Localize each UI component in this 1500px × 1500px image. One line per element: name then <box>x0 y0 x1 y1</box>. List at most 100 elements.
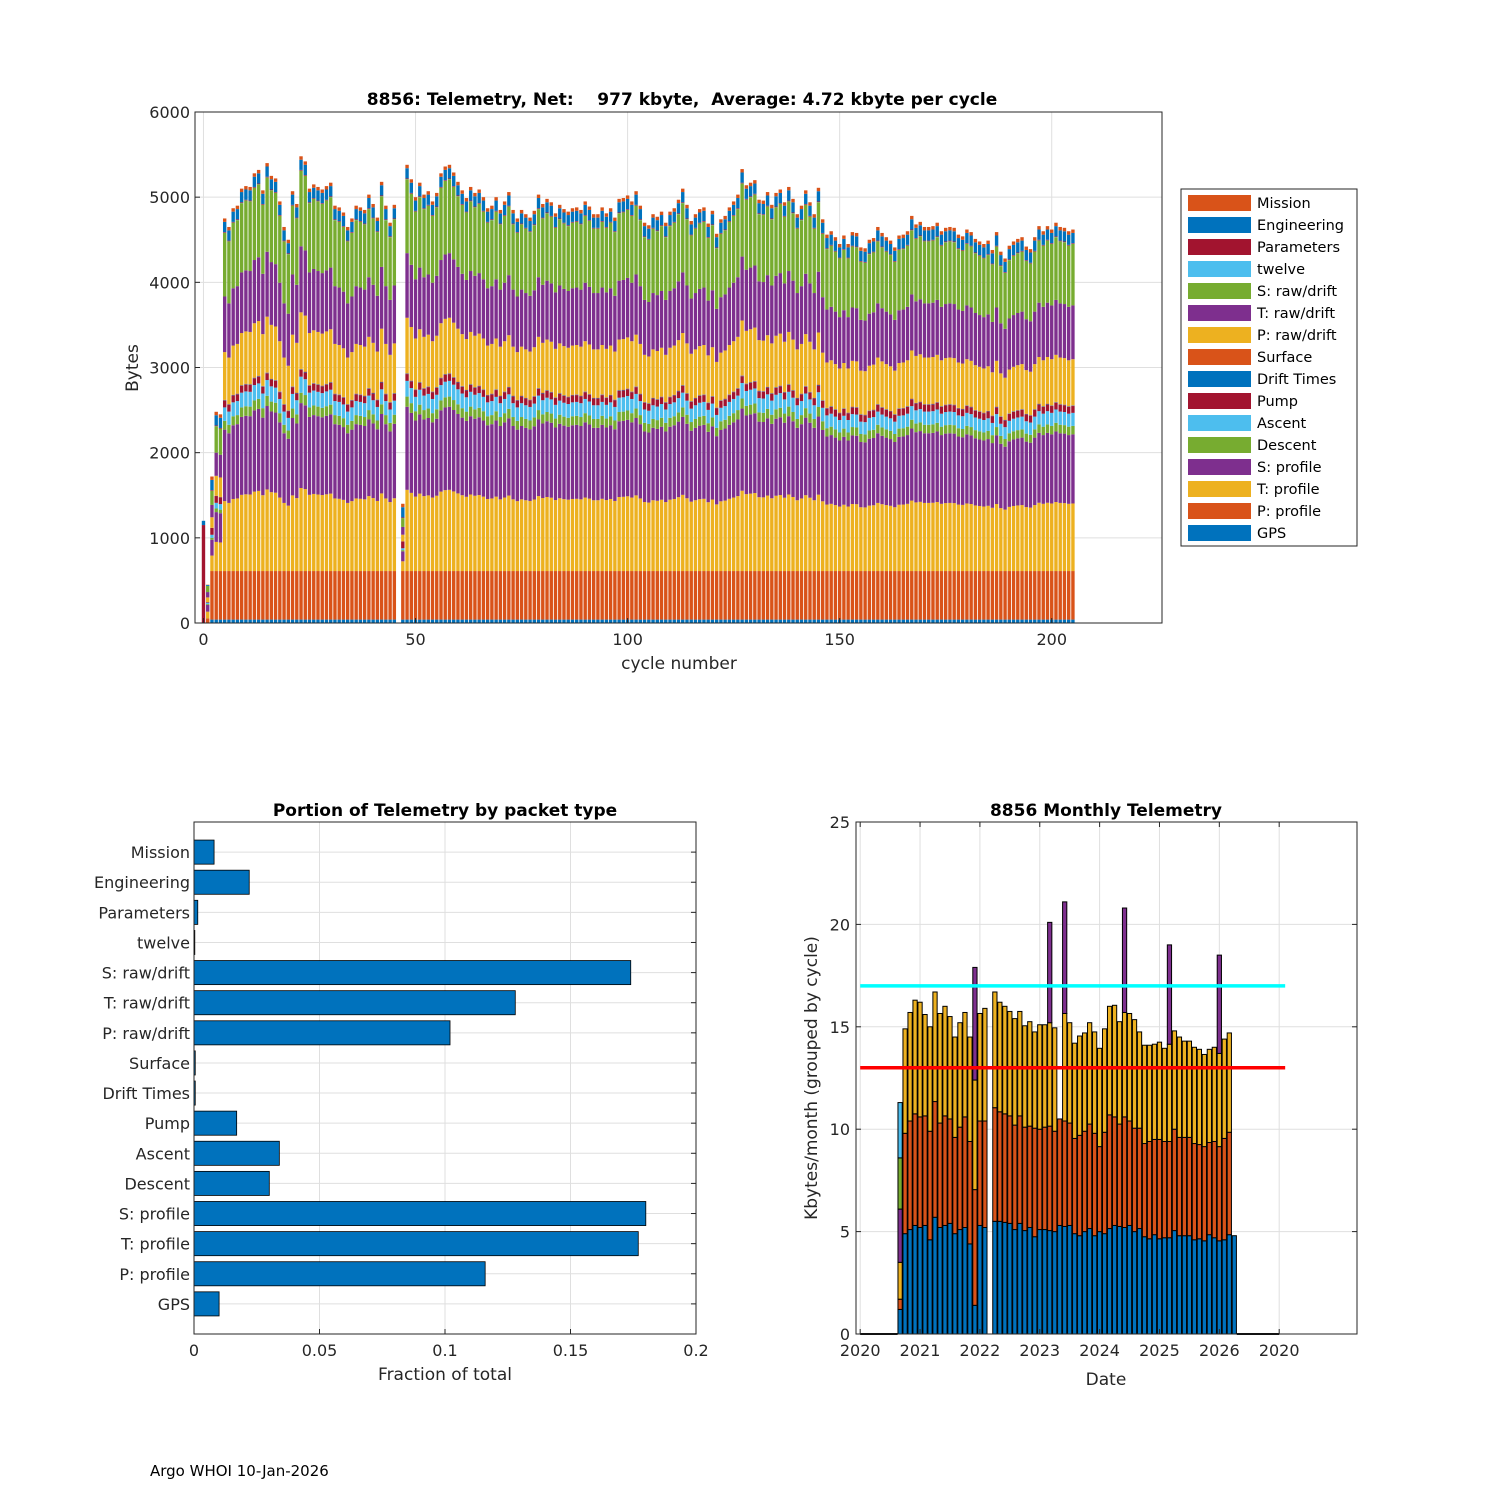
bar-segment-mission <box>1054 222 1058 227</box>
bar-segment-parameters <box>655 230 659 232</box>
br-bar-segment <box>1096 1047 1103 1148</box>
bar-segment-t-profile <box>430 497 435 572</box>
bar-segment-t-raw-drift <box>367 277 371 337</box>
bar-segment-p-profile <box>634 571 638 620</box>
bar-segment-p-raw-drift <box>910 350 914 399</box>
bar-segment-t-raw-drift <box>808 283 812 342</box>
bar-segment-descent <box>1003 439 1007 447</box>
bar-segment-ascent <box>345 411 350 425</box>
bar-segment-t-raw-drift <box>897 310 901 364</box>
bar-segment-parameters <box>375 231 380 232</box>
bar-segment-s-raw-drift <box>723 230 727 295</box>
bar-segment-s-raw-drift <box>770 219 774 286</box>
br-bar-segment <box>932 1101 938 1218</box>
bar-segment-p-raw-drift <box>1071 359 1075 406</box>
bar-segment-descent <box>761 412 766 422</box>
bar-segment-ascent <box>591 405 596 419</box>
bar-segment-descent <box>808 413 812 423</box>
bar-segment-s-raw-drift <box>982 258 986 318</box>
bar-segment-pump <box>948 404 952 412</box>
bar-segment-mission <box>558 204 562 209</box>
bar-segment-mission <box>702 207 706 211</box>
br-bar-segment <box>1201 1240 1207 1335</box>
br-bar-segment <box>1141 1143 1148 1238</box>
bar-segment-ascent <box>549 399 553 414</box>
bar-segment-engineering <box>452 175 456 187</box>
legend-label: GPS <box>1257 526 1286 542</box>
bar-segment-p-raw-drift <box>888 366 893 411</box>
bar-segment-p-profile <box>621 571 626 620</box>
bar-segment-mission <box>553 213 558 217</box>
bar-segment-t-raw-drift <box>876 303 880 358</box>
bar-segment-t-raw-drift <box>816 271 821 333</box>
bar-segment-engineering <box>519 213 524 224</box>
bar-segment-mission <box>371 203 375 208</box>
legend-swatch <box>1188 261 1251 277</box>
bar-segment-s-profile <box>893 441 897 508</box>
bl-bar-gps <box>193 1291 220 1317</box>
br-bar-segment <box>897 1298 903 1310</box>
bar-segment-s-profile <box>638 424 643 499</box>
br-bar-segment <box>1216 954 1222 1054</box>
bar-segment-gps <box>977 619 982 623</box>
bar-segment-mission <box>524 214 528 218</box>
bar-segment-p-profile <box>350 571 354 620</box>
bar-segment-t-raw-drift <box>986 314 990 367</box>
bar-segment-parameters <box>973 252 978 254</box>
bar-segment-pump <box>812 398 816 406</box>
bar-segment-mission <box>473 192 477 197</box>
legend-item: S: raw/drift <box>1188 283 1337 300</box>
legend-label: T: profile <box>1256 482 1320 498</box>
bar-segment-pump <box>994 407 999 415</box>
bar-segment-p-raw-drift <box>689 353 693 402</box>
bar-segment-p-raw-drift <box>596 349 600 398</box>
bar-segment-gps <box>435 619 439 623</box>
bar-segment-pump <box>384 394 388 402</box>
bar-segment-mission <box>362 209 367 214</box>
bar-segment-mission <box>625 195 630 199</box>
bar-segment-t-profile <box>541 498 545 572</box>
br-bar-segment <box>1111 1224 1118 1335</box>
bar-segment-descent <box>935 422 939 432</box>
bar-segment-mission <box>1003 258 1007 262</box>
bar-segment-p-raw-drift <box>1066 360 1071 407</box>
bar-segment-parameters <box>1033 250 1037 252</box>
bar-segment-parameters <box>706 237 710 238</box>
bl-x-tick-label: 0.1 <box>432 1341 457 1360</box>
bar-segment-s-profile <box>312 415 316 494</box>
bar-segment-t-raw-drift <box>910 294 914 351</box>
bar-segment-ascent <box>1037 411 1041 425</box>
bar-segment-descent <box>825 428 829 437</box>
bar-segment-gps <box>235 619 240 623</box>
bar-segment-gps <box>676 619 681 623</box>
bar-segment-parameters <box>956 248 961 249</box>
br-bar-segment <box>1191 1046 1198 1145</box>
bar-segment-t-profile <box>863 507 867 572</box>
bar-segment-p-raw-drift <box>498 346 503 396</box>
bar-segment-parameters <box>239 202 244 203</box>
legend-swatch <box>1188 283 1251 299</box>
bar-segment-gps <box>744 619 749 623</box>
br-bar-segment <box>1072 1137 1078 1235</box>
br-bar-segment <box>952 1036 958 1138</box>
bar-segment-pump <box>316 385 320 392</box>
bar-segment-s-profile <box>1024 441 1028 508</box>
bar-segment-gps <box>664 619 668 623</box>
bar-segment-parameters <box>1062 241 1067 243</box>
bar-segment-gps <box>960 619 965 623</box>
bar-segment-t-profile <box>362 499 367 572</box>
bar-segment-t-profile <box>825 504 829 572</box>
bar-segment-descent <box>787 406 791 417</box>
br-bar-segment <box>967 1036 973 1142</box>
bar-segment-ascent <box>927 411 931 425</box>
br-bar-segment <box>1146 1044 1153 1142</box>
bar-segment-p-profile <box>354 571 358 620</box>
bar-segment-ascent <box>842 415 846 429</box>
bar-segment-descent <box>1071 425 1075 435</box>
bar-segment-pump <box>668 397 672 405</box>
legend-label: Descent <box>1257 438 1317 454</box>
bar-segment-p-raw-drift <box>600 345 604 395</box>
bar-segment-pump <box>1066 406 1071 414</box>
bar-segment-mission <box>634 191 638 195</box>
bar-segment-parameters <box>498 223 503 225</box>
